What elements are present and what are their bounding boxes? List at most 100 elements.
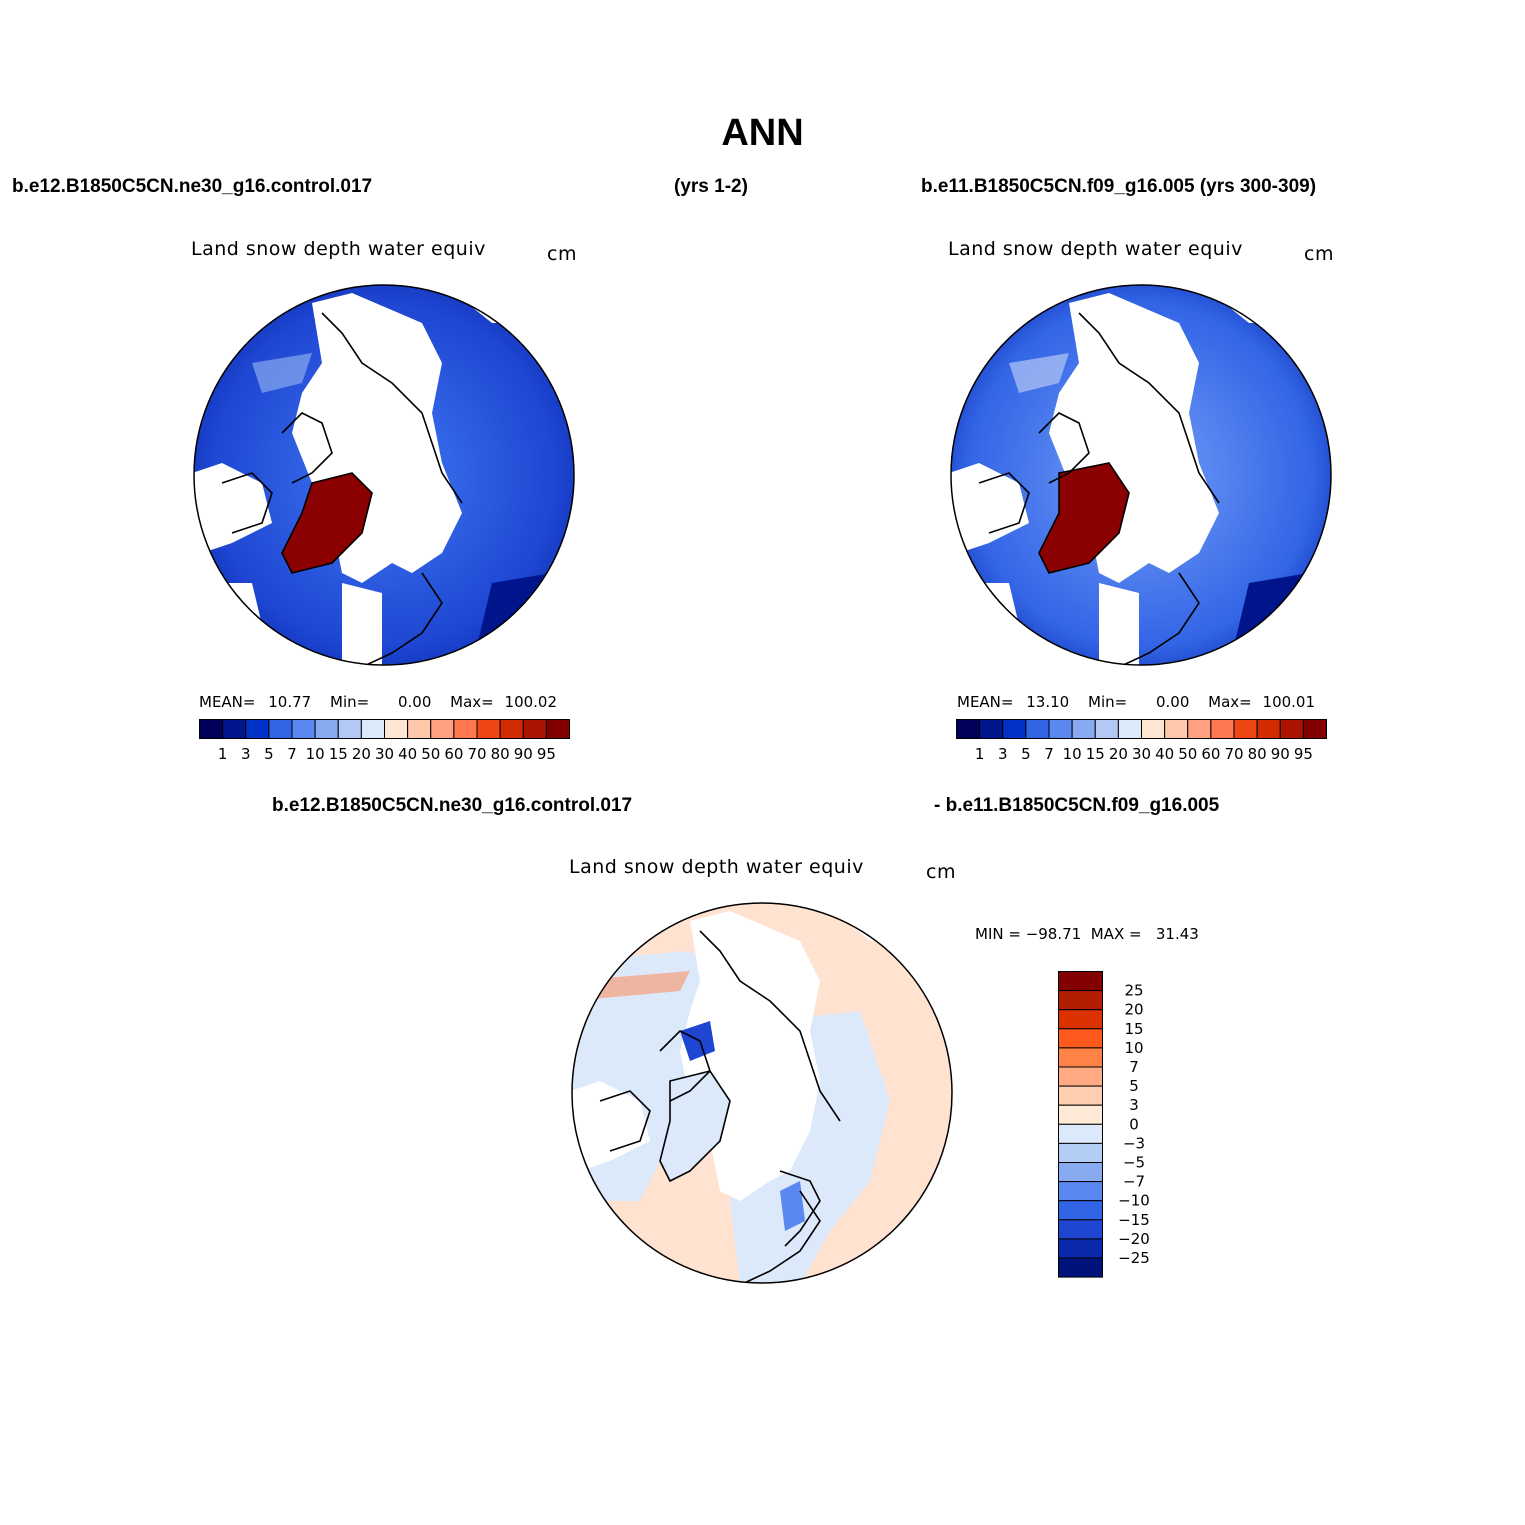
panel2-variable-title: Land snow depth water equiv xyxy=(948,238,1243,260)
panel2-colorbar-label: 1 xyxy=(975,745,985,763)
difference-colorbar-box xyxy=(1058,1219,1103,1240)
panel2-polar-map xyxy=(950,284,1332,666)
panel2-colorbar: 1 3 5 7 10 15 20 30 40 50 60 70 80 90 95 xyxy=(956,719,1327,763)
difference-colorbar-box xyxy=(1058,1162,1103,1183)
panel1-colorbar-label: 60 xyxy=(444,745,463,763)
panel2-colorbar-label: 10 xyxy=(1063,745,1082,763)
panel2-colorbar-label: 3 xyxy=(998,745,1008,763)
difference-colorbar-box xyxy=(1058,1085,1103,1106)
difference-colorbar-box xyxy=(1058,1104,1103,1125)
panel2-colorbar-label: 90 xyxy=(1271,745,1290,763)
panel2-units: cm xyxy=(1304,243,1334,265)
panel2-case-label: b.e11.B1850C5CN.f09_g16.005 (yrs 300-309… xyxy=(921,176,1317,197)
difference-colorbar-box xyxy=(1058,1181,1103,1202)
difference-colorbar-label: 5 xyxy=(1129,1077,1139,1095)
panel1-colorbar-box xyxy=(522,719,547,739)
difference-colorbar-box xyxy=(1058,1257,1103,1278)
panel1-case-label: b.e12.B1850C5CN.ne30_g16.control.017 xyxy=(12,176,373,197)
panel1-colorbar-box xyxy=(430,719,455,739)
panel2-colorbar-box xyxy=(1071,719,1096,739)
panel2-colorbar-label: 20 xyxy=(1109,745,1128,763)
panel1-colorbar-label: 20 xyxy=(352,745,371,763)
panel1-years-label: (yrs 1-2) xyxy=(674,176,748,197)
panel1-colorbar-box xyxy=(407,719,432,739)
difference-colorbar-label: −20 xyxy=(1118,1230,1150,1248)
difference-colorbar-label: −25 xyxy=(1118,1249,1150,1267)
panel1-colorbar-box xyxy=(384,719,409,739)
panel1-colorbar-box xyxy=(314,719,339,739)
panel1-colorbar-box xyxy=(337,719,362,739)
panel1-colorbar-box xyxy=(453,719,478,739)
panel2-colorbar-box xyxy=(1256,719,1281,739)
difference-colorbar-label: 7 xyxy=(1129,1058,1139,1076)
panel2-colorbar-box xyxy=(1187,719,1212,739)
difference-colorbar-label: 20 xyxy=(1124,1001,1143,1019)
diff-variable-title: Land snow depth water equiv xyxy=(569,856,864,878)
panel1-colorbar-box xyxy=(545,719,570,739)
panel2-colorbar-label: 80 xyxy=(1248,745,1267,763)
difference-colorbar-label: 0 xyxy=(1129,1115,1139,1133)
difference-colorbar-box xyxy=(1058,971,1103,992)
panel1-colorbar-label: 50 xyxy=(421,745,440,763)
difference-colorbar-box xyxy=(1058,1200,1103,1221)
difference-colorbar-label: 15 xyxy=(1124,1020,1143,1038)
difference-colorbar-box xyxy=(1058,1123,1103,1144)
difference-colorbar-label: 10 xyxy=(1124,1039,1143,1057)
panel2-colorbar-box xyxy=(1279,719,1304,739)
panel1-stats: MEAN= 10.77 Min= 0.00 Max= 100.02 xyxy=(199,693,557,711)
panel2-colorbar-box xyxy=(979,719,1004,739)
diff-case-a-label: b.e12.B1850C5CN.ne30_g16.control.017 xyxy=(272,795,633,816)
diff-minmax: MIN = −98.71 MAX = 31.43 xyxy=(975,925,1199,943)
difference-colorbar-box xyxy=(1058,1238,1103,1259)
panel1-colorbar-label: 7 xyxy=(287,745,297,763)
panel1-min-label: Min= xyxy=(330,693,370,711)
panel1-colorbar-label: 90 xyxy=(514,745,533,763)
panel2-colorbar-box xyxy=(1094,719,1119,739)
panel1-colorbar-label: 80 xyxy=(491,745,510,763)
panel1-colorbar-label: 1 xyxy=(218,745,228,763)
difference-colorbar-box xyxy=(1058,990,1103,1011)
panel1-colorbar-box xyxy=(199,719,224,739)
diff-case-b-label: - b.e11.B1850C5CN.f09_g16.005 xyxy=(934,795,1220,816)
difference-colorbar-box xyxy=(1058,1142,1103,1163)
panel1-colorbar: 1 3 5 7 10 15 20 30 40 50 60 70 80 90 95 xyxy=(199,719,570,763)
difference-colorbar-label: −15 xyxy=(1118,1211,1150,1229)
panel2-colorbar-label: 40 xyxy=(1155,745,1174,763)
panel2-max-value: 100.01 xyxy=(1262,693,1316,711)
panel2-colorbar-label: 15 xyxy=(1086,745,1105,763)
panel2-colorbar-label: 7 xyxy=(1044,745,1054,763)
panel1-colorbar-label: 15 xyxy=(329,745,348,763)
diff-units: cm xyxy=(926,861,956,883)
panel2-colorbar-box xyxy=(1002,719,1027,739)
difference-colorbar-label: 25 xyxy=(1124,982,1143,1000)
difference-colorbar-label: −3 xyxy=(1123,1134,1145,1152)
difference-colorbar-box xyxy=(1058,1009,1103,1030)
difference-colorbar-box xyxy=(1058,1047,1103,1068)
panel2-colorbar-box xyxy=(1117,719,1142,739)
main-title: ANN xyxy=(721,112,804,154)
panel1-colorbar-label: 95 xyxy=(537,745,556,763)
panel2-min-value: 0.00 xyxy=(1155,693,1190,711)
panel1-polar-map xyxy=(193,284,575,666)
panel2-colorbar-box xyxy=(956,719,981,739)
panel2-colorbar-label: 70 xyxy=(1224,745,1243,763)
panel1-colorbar-box xyxy=(476,719,501,739)
panel1-colorbar-label: 40 xyxy=(398,745,417,763)
difference-colorbar-label: −5 xyxy=(1123,1154,1145,1172)
panel1-colorbar-label: 3 xyxy=(241,745,251,763)
panel2-colorbar-box xyxy=(1141,719,1166,739)
panel1-colorbar-label: 30 xyxy=(375,745,394,763)
panel2-colorbar-label: 60 xyxy=(1201,745,1220,763)
panel1-colorbar-box xyxy=(268,719,293,739)
panel1-colorbar-label: 10 xyxy=(306,745,325,763)
panel1-mean-value: 10.77 xyxy=(268,693,312,711)
panel1-max-label: Max= xyxy=(450,693,494,711)
panel1-colorbar-box xyxy=(245,719,270,739)
difference-colorbar-label: 3 xyxy=(1129,1096,1139,1114)
panel1-colorbar-box xyxy=(291,719,316,739)
panel2-max-label: Max= xyxy=(1208,693,1252,711)
panel1-colorbar-label: 5 xyxy=(264,745,274,763)
difference-colorbar-label: −7 xyxy=(1123,1173,1145,1191)
difference-colorbar-box xyxy=(1058,1028,1103,1049)
panel1-max-value: 100.02 xyxy=(504,693,558,711)
